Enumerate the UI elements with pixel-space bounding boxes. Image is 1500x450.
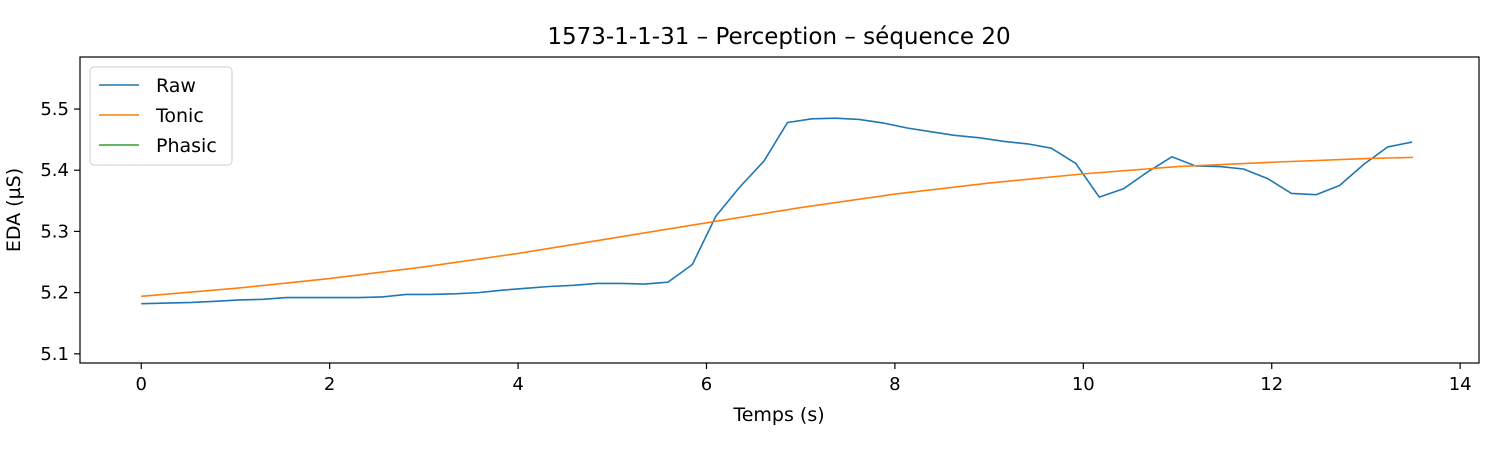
x-tick-label: 10 (1072, 374, 1095, 395)
y-axis: 5.1 5.2 5.3 5.4 5.5 (40, 99, 80, 365)
x-axis: 0 2 4 6 8 10 12 14 (136, 363, 1472, 395)
y-tick-label: 5.5 (40, 99, 69, 120)
x-tick-label: 8 (889, 374, 900, 395)
y-tick-label: 5.2 (40, 283, 69, 304)
series-layer (141, 117, 1414, 305)
y-tick-label: 5.3 (40, 221, 69, 242)
x-tick-label: 2 (324, 374, 335, 395)
x-tick-label: 0 (136, 374, 147, 395)
legend-box (89, 66, 233, 166)
x-tick-label: 12 (1260, 374, 1283, 395)
chart-title: 1573-1-1-31 – Perception – séquence 20 (547, 24, 1010, 50)
x-axis-label: Temps (s) (732, 404, 824, 426)
legend-label-tonic: Tonic (155, 105, 204, 127)
x-tick-label: 6 (701, 374, 712, 395)
y-axis-label: EDA (µS) (3, 168, 25, 252)
x-tick-label: 4 (512, 374, 523, 395)
legend-label-phasic: Phasic (156, 135, 217, 157)
plot-frame (79, 56, 1480, 364)
legend-label-raw: Raw (156, 75, 196, 97)
y-tick-label: 5.1 (40, 344, 69, 365)
y-tick-label: 5.4 (40, 160, 69, 181)
legend: Raw Tonic Phasic (89, 66, 233, 166)
series-line-tonic (141, 156, 1414, 298)
x-tick-label: 14 (1449, 374, 1472, 395)
